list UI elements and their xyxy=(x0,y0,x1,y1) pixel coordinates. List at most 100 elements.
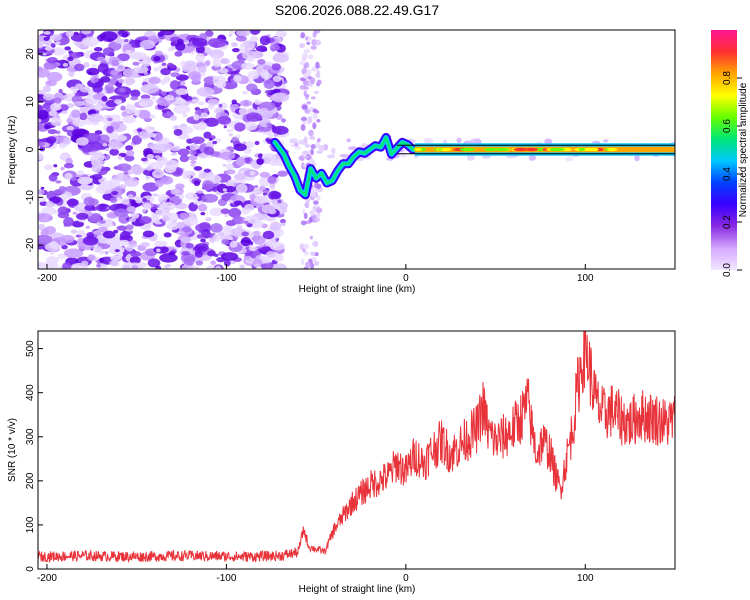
noise-blob xyxy=(247,70,260,80)
noise-blob xyxy=(309,158,316,166)
y-tick-label: -10 xyxy=(25,190,36,205)
noise-blob xyxy=(167,47,174,52)
noise-blob xyxy=(300,32,306,39)
noise-blob xyxy=(300,220,307,226)
noise-blob xyxy=(139,39,156,50)
snr-series-line xyxy=(38,331,675,564)
noise-blob xyxy=(300,124,306,131)
noise-blob xyxy=(114,249,120,253)
noise-blob xyxy=(198,170,204,174)
noise-blob xyxy=(180,60,187,67)
noise-blob xyxy=(140,83,160,94)
noise-blob xyxy=(234,122,246,132)
noise-blob xyxy=(263,79,275,90)
noise-blob xyxy=(318,145,327,152)
noise-blob xyxy=(309,210,317,216)
noise-blob xyxy=(92,247,97,252)
noise-blob xyxy=(303,73,311,78)
noise-blob xyxy=(312,108,318,113)
noise-blob xyxy=(183,256,195,266)
noise-blob xyxy=(235,183,248,194)
noise-blob xyxy=(262,230,275,240)
snr-x-ticks: -200 -100 0 100 xyxy=(37,564,594,584)
noise-blob xyxy=(316,119,321,123)
noise-blob xyxy=(62,63,69,67)
noise-blob xyxy=(466,153,475,161)
noise-blob xyxy=(303,48,311,54)
noise-blob xyxy=(193,166,203,171)
y-tick-label: 20 xyxy=(25,48,36,60)
noise-blob xyxy=(128,51,143,60)
noise-blob xyxy=(259,35,271,46)
noise-blob xyxy=(169,115,177,121)
noise-blob xyxy=(50,196,62,203)
noise-blob xyxy=(268,160,280,166)
noise-blob xyxy=(153,56,161,62)
noise-blob xyxy=(49,251,55,255)
noise-blob xyxy=(175,41,186,51)
noise-blob xyxy=(232,215,242,224)
noise-blob xyxy=(272,125,289,135)
noise-blob xyxy=(179,154,190,163)
noise-blob xyxy=(310,148,314,156)
y-tick-label: 200 xyxy=(25,472,36,489)
noise-blob xyxy=(210,260,217,266)
noise-blob xyxy=(72,211,78,215)
noise-blob xyxy=(38,213,53,223)
noise-blob xyxy=(273,253,284,262)
noise-blob xyxy=(174,50,183,57)
noise-blob xyxy=(64,46,72,51)
noise-blob xyxy=(147,258,161,268)
noise-blob xyxy=(221,252,239,261)
noise-blob xyxy=(200,112,209,119)
snr-x-label: Height of straight line (km) xyxy=(299,584,416,595)
noise-blob xyxy=(57,253,66,260)
noise-blob xyxy=(193,114,200,121)
noise-blob xyxy=(242,40,256,49)
noise-blob xyxy=(241,248,248,254)
noise-blob xyxy=(311,96,316,100)
noise-blob xyxy=(99,220,106,224)
noise-blob xyxy=(66,198,79,207)
noise-blob xyxy=(65,157,73,165)
noise-blob xyxy=(197,101,205,106)
noise-blob xyxy=(303,203,310,207)
noise-blob xyxy=(176,221,186,229)
noise-blob xyxy=(260,48,268,52)
noise-blob xyxy=(49,103,62,111)
noise-blob xyxy=(242,122,258,131)
noise-blob xyxy=(108,221,113,226)
spectrogram-heatmap xyxy=(38,30,675,269)
noise-blob xyxy=(38,196,46,202)
noise-blob xyxy=(198,200,204,205)
noise-blob xyxy=(280,83,287,90)
carrier-hotspot xyxy=(549,147,558,152)
noise-blob xyxy=(46,57,58,64)
noise-blob xyxy=(196,190,204,194)
noise-blob xyxy=(47,128,58,135)
noise-blob xyxy=(131,243,138,248)
noise-blob xyxy=(188,155,198,161)
noise-blob xyxy=(221,58,231,65)
noise-blob xyxy=(55,41,61,45)
noise-blob xyxy=(316,79,321,86)
noise-blob xyxy=(307,83,314,87)
noise-blob xyxy=(222,163,226,167)
noise-blob xyxy=(302,120,307,125)
noise-blob xyxy=(204,60,211,66)
noise-blob xyxy=(141,209,147,213)
noise-blob xyxy=(130,212,140,219)
noise-blob xyxy=(148,76,161,85)
noise-blob xyxy=(49,34,62,42)
noise-blob xyxy=(99,31,118,42)
noise-blob xyxy=(154,50,163,56)
noise-blob xyxy=(151,96,157,101)
noise-blob xyxy=(528,154,536,161)
noise-blob xyxy=(271,63,281,71)
noise-blob xyxy=(91,173,103,180)
noise-blob xyxy=(197,203,208,212)
noise-blob xyxy=(249,170,256,176)
noise-blob xyxy=(209,237,216,243)
noise-blob xyxy=(139,216,152,225)
noise-blob xyxy=(299,243,305,251)
